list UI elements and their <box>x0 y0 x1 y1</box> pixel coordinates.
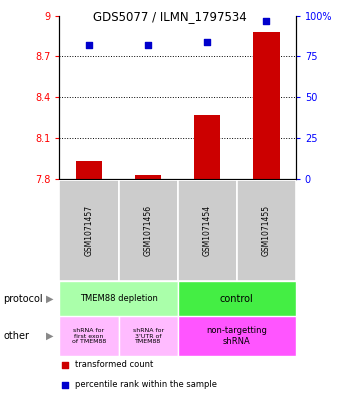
Text: percentile rank within the sample: percentile rank within the sample <box>75 380 217 389</box>
Bar <box>194 115 220 179</box>
Text: TMEM88 depletion: TMEM88 depletion <box>80 294 157 303</box>
Text: ▶: ▶ <box>46 294 53 304</box>
Bar <box>135 175 162 179</box>
Bar <box>119 180 177 281</box>
Point <box>146 42 151 48</box>
Point <box>204 39 210 45</box>
Text: ▶: ▶ <box>46 331 53 341</box>
Text: GSM1071457: GSM1071457 <box>85 205 94 256</box>
Bar <box>59 180 119 281</box>
Bar <box>177 180 237 281</box>
Text: protocol: protocol <box>3 294 43 304</box>
Point <box>63 362 68 368</box>
Point <box>86 42 92 48</box>
Bar <box>237 180 296 281</box>
Text: GSM1071456: GSM1071456 <box>143 205 153 256</box>
Text: non-targetting
shRNA: non-targetting shRNA <box>206 326 267 346</box>
Text: other: other <box>3 331 29 341</box>
Text: control: control <box>220 294 254 304</box>
Bar <box>177 281 296 316</box>
Text: GSM1071455: GSM1071455 <box>262 205 271 256</box>
Bar <box>59 316 119 356</box>
Text: shRNA for
3'UTR of
TMEM88: shRNA for 3'UTR of TMEM88 <box>133 328 164 344</box>
Point <box>63 382 68 388</box>
Bar <box>119 316 177 356</box>
Bar <box>177 316 296 356</box>
Text: shRNA for
first exon
of TMEM88: shRNA for first exon of TMEM88 <box>72 328 106 344</box>
Text: GDS5077 / ILMN_1797534: GDS5077 / ILMN_1797534 <box>93 10 247 23</box>
Point <box>264 17 269 24</box>
Bar <box>59 281 177 316</box>
Text: transformed count: transformed count <box>75 360 153 369</box>
Text: GSM1071454: GSM1071454 <box>203 205 212 256</box>
Bar <box>76 161 102 179</box>
Bar <box>253 32 279 179</box>
